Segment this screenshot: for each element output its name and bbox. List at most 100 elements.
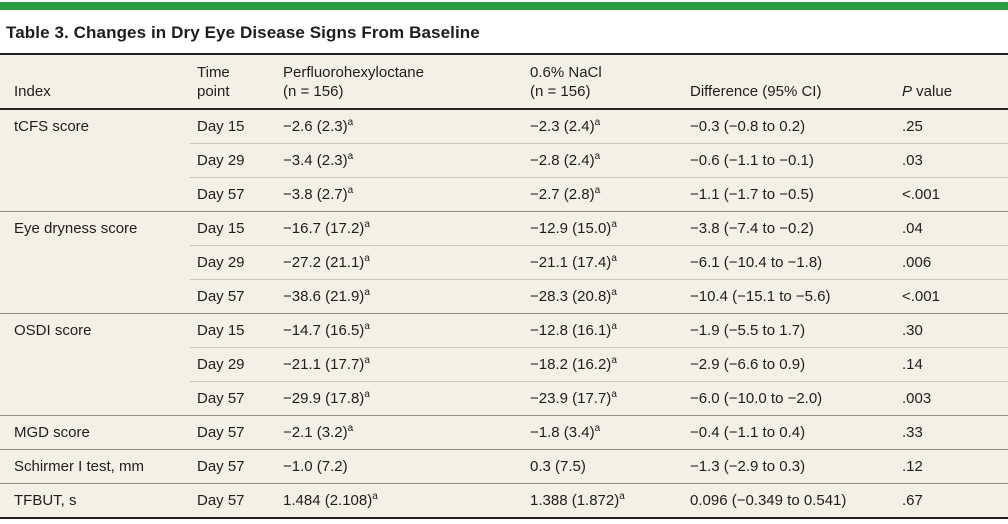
cell-p-value: .67 — [895, 483, 1008, 519]
cell-perfluorohexyloctane: −14.7 (16.5)a — [276, 313, 523, 348]
cell-index: MGD score — [0, 415, 190, 450]
col-header-nacl: 0.6% NaCl (n = 156) — [523, 55, 683, 110]
table-row: Day 57 −29.9 (17.8)a −23.9 (17.7)a −6.0 (−1… — [0, 381, 1008, 416]
footnote-marker: a — [364, 253, 370, 264]
table-row: OSDI score Day 15 −14.7 (16.5)a −12.8 (16.1… — [0, 313, 1008, 348]
cell-difference: −2.9 (−6.6 to 0.9) — [683, 347, 895, 382]
accent-bar — [0, 2, 1008, 10]
footnote-marker: a — [347, 423, 354, 434]
cell-perfluorohexyloctane: −2.1 (3.2)a — [276, 415, 523, 450]
table-row: tCFS score Day 15 −2.6 (2.3)a −2.3 (2.4)a −0… — [0, 109, 1008, 144]
footnote-marker: a — [347, 151, 354, 162]
cell-nacl: −1.8 (3.4)a — [523, 415, 683, 450]
cell-difference: −6.0 (−10.0 to −2.0) — [683, 381, 895, 416]
table-row: MGD score Day 57 −2.1 (3.2)a −1.8 (3.4)a −0.… — [0, 415, 1008, 450]
cell-index: OSDI score — [0, 313, 190, 348]
cell-perfluorohexyloctane: 1.484 (2.108)a — [276, 483, 523, 519]
table-row: Day 57 −38.6 (21.9)a −28.3 (20.8)a −10.4 (−… — [0, 279, 1008, 314]
cell-nacl: −2.3 (2.4)a — [523, 109, 683, 144]
cell-difference: −10.4 (−15.1 to −5.6) — [683, 279, 895, 314]
cell-nacl: 1.388 (1.872)a — [523, 483, 683, 519]
footnote-marker: a — [594, 185, 601, 196]
footnote-marker: a — [611, 287, 617, 298]
cell-p-value: .006 — [895, 245, 1008, 280]
cell-index: Eye dryness score — [0, 211, 190, 246]
cell-nacl: −28.3 (20.8)a — [523, 279, 683, 314]
cell-p-value: .03 — [895, 143, 1008, 178]
p-value-label-rest: value — [912, 83, 953, 100]
footnote-marker: a — [364, 321, 370, 332]
cell-perfluorohexyloctane: −3.8 (2.7)a — [276, 177, 523, 212]
cell-nacl: −2.7 (2.8)a — [523, 177, 683, 212]
cell-nacl: 0.3 (7.5) — [523, 449, 683, 484]
footnote-marker: a — [611, 219, 617, 230]
cell-difference: −0.3 (−0.8 to 0.2) — [683, 109, 895, 144]
table-row: TFBUT, s Day 57 1.484 (2.108)a 1.388 (1.872… — [0, 483, 1008, 519]
cell-perfluorohexyloctane: −29.9 (17.8)a — [276, 381, 523, 416]
cell-perfluorohexyloctane: −21.1 (17.7)a — [276, 347, 523, 382]
cell-time-point: Day 29 — [190, 347, 276, 382]
col-header-time-point: Time point — [190, 55, 276, 110]
footnote-marker: a — [611, 253, 617, 264]
cell-nacl: −18.2 (16.2)a — [523, 347, 683, 382]
cell-p-value: .25 — [895, 109, 1008, 144]
col-header-p-value: P value — [895, 55, 1008, 110]
cell-p-value: .30 — [895, 313, 1008, 348]
cell-perfluorohexyloctane: −38.6 (21.9)a — [276, 279, 523, 314]
cell-index — [0, 177, 190, 212]
cell-time-point: Day 57 — [190, 483, 276, 519]
cell-difference: −6.1 (−10.4 to −1.8) — [683, 245, 895, 280]
footnote-marker: a — [611, 389, 617, 400]
table-row: Eye dryness score Day 15 −16.7 (17.2)a −12.… — [0, 211, 1008, 246]
footnote-marker: a — [611, 355, 617, 366]
cell-perfluorohexyloctane: −27.2 (21.1)a — [276, 245, 523, 280]
cell-difference: −1.9 (−5.5 to 1.7) — [683, 313, 895, 348]
footnote-marker: a — [364, 287, 370, 298]
footnote-marker: a — [594, 423, 601, 434]
cell-time-point: Day 57 — [190, 449, 276, 484]
cell-perfluorohexyloctane: −3.4 (2.3)a — [276, 143, 523, 178]
cell-p-value: .003 — [895, 381, 1008, 416]
cell-nacl: −2.8 (2.4)a — [523, 143, 683, 178]
cell-time-point: Day 15 — [190, 211, 276, 246]
cell-p-value: .14 — [895, 347, 1008, 382]
footnote-marker: a — [347, 117, 354, 128]
header-row: Index Time point Perfluorohexyloctane (n… — [0, 55, 1008, 110]
cell-p-value: <.001 — [895, 177, 1008, 212]
cell-p-value: .33 — [895, 415, 1008, 450]
table-header: Index Time point Perfluorohexyloctane (n… — [0, 55, 1008, 110]
col-header-perfluorohexyloctane: Perfluorohexyloctane (n = 156) — [276, 55, 523, 110]
footnote-marker: a — [372, 491, 378, 502]
cell-index — [0, 347, 190, 382]
table-body: tCFS score Day 15 −2.6 (2.3)a −2.3 (2.4)a −0… — [0, 109, 1008, 519]
footnote-marker: a — [347, 185, 354, 196]
cell-perfluorohexyloctane: −16.7 (17.2)a — [276, 211, 523, 246]
cell-p-value: <.001 — [895, 279, 1008, 314]
cell-time-point: Day 57 — [190, 381, 276, 416]
cell-time-point: Day 57 — [190, 279, 276, 314]
footnote-marker: a — [364, 389, 370, 400]
cell-index — [0, 279, 190, 314]
table-row: Day 29 −3.4 (2.3)a −2.8 (2.4)a −0.6 (−1.1 t… — [0, 143, 1008, 178]
cell-difference: −1.3 (−2.9 to 0.3) — [683, 449, 895, 484]
footnote-marker: a — [594, 151, 601, 162]
table-row: Schirmer I test, mm Day 57 −1.0 (7.2) 0.3 (… — [0, 449, 1008, 484]
cell-time-point: Day 29 — [190, 245, 276, 280]
footnote-marker: a — [619, 491, 625, 502]
cell-difference: −1.1 (−1.7 to −0.5) — [683, 177, 895, 212]
cell-index: TFBUT, s — [0, 483, 190, 519]
cell-nacl: −23.9 (17.7)a — [523, 381, 683, 416]
cell-index — [0, 381, 190, 416]
cell-p-value: .12 — [895, 449, 1008, 484]
cell-difference: −3.8 (−7.4 to −0.2) — [683, 211, 895, 246]
table-row: Day 57 −3.8 (2.7)a −2.7 (2.8)a −1.1 (−1.7 t… — [0, 177, 1008, 212]
cell-difference: −0.6 (−1.1 to −0.1) — [683, 143, 895, 178]
table-row: Day 29 −27.2 (21.1)a −21.1 (17.4)a −6.1 (−1… — [0, 245, 1008, 280]
cell-index: Schirmer I test, mm — [0, 449, 190, 484]
col-header-index: Index — [0, 55, 190, 110]
cell-time-point: Day 15 — [190, 313, 276, 348]
cell-difference: −0.4 (−1.1 to 0.4) — [683, 415, 895, 450]
cell-index — [0, 245, 190, 280]
cell-difference: 0.096 (−0.349 to 0.541) — [683, 483, 895, 519]
